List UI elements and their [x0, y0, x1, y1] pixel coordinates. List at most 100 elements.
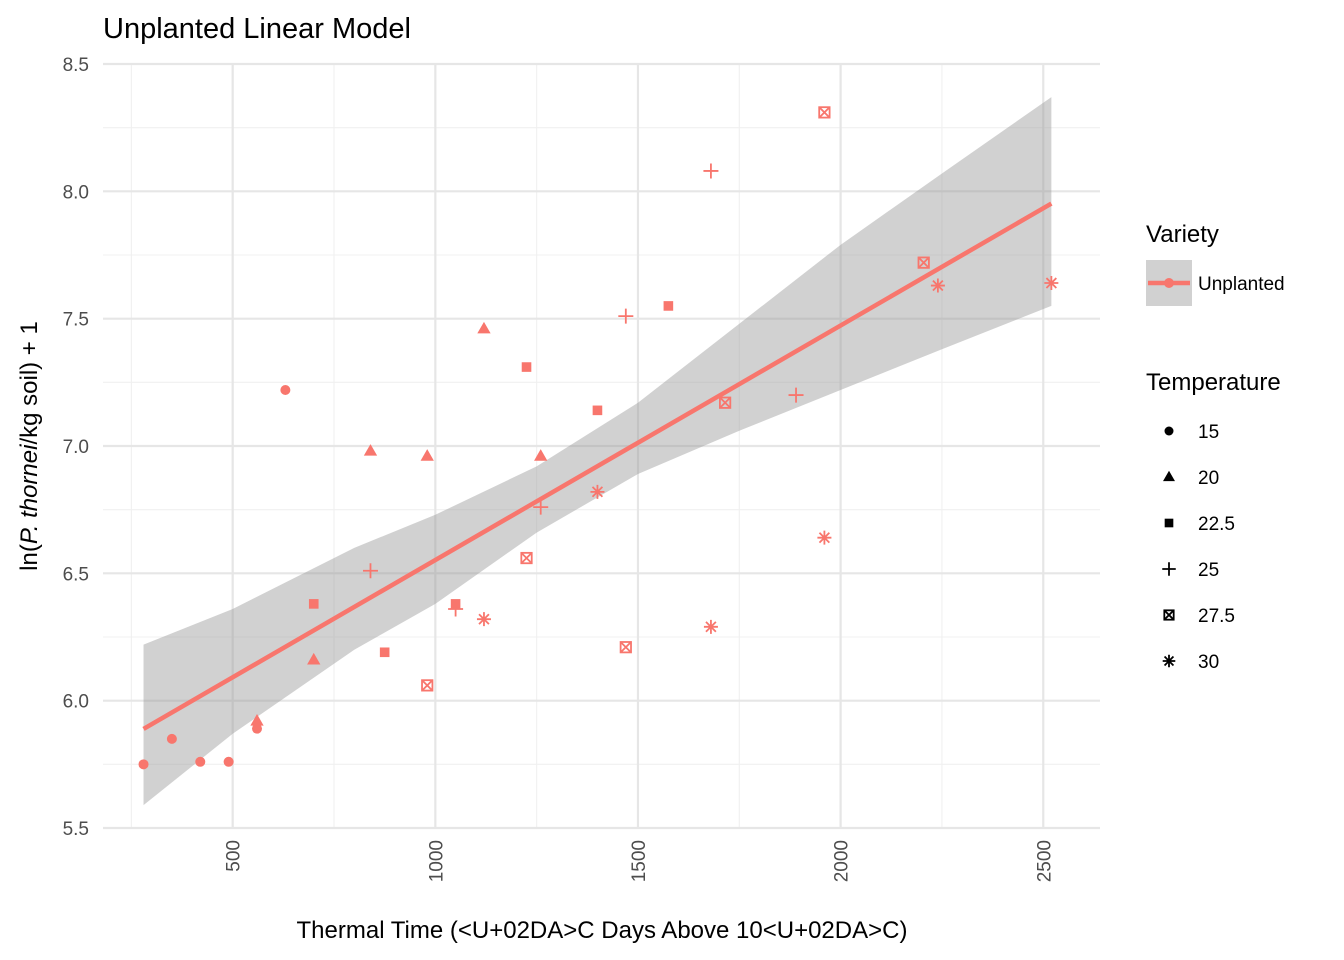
x-axis-tick-labels: 500 1000 1500 2000 2500: [224, 840, 1056, 882]
square-cross-marker: [818, 106, 831, 119]
y-axis-label-prefix: ln(: [16, 544, 43, 571]
data-point-temp-30: [703, 619, 718, 634]
legend-variety-title: Variety: [1146, 221, 1219, 248]
confidence-band: [143, 97, 1052, 806]
y-tick-label: 8.5: [63, 55, 89, 76]
data-point-temp-25: [533, 499, 549, 515]
square-cross-lines: [1163, 609, 1175, 621]
square-marker: [308, 599, 319, 609]
data-point-temp-27-5: [520, 551, 533, 565]
triangle-marker: [307, 652, 321, 665]
plus-marker: [703, 163, 719, 179]
legend-temperature-item: 27.5: [1163, 606, 1235, 627]
square-marker: [379, 647, 390, 658]
square-cross-lines: [917, 256, 930, 269]
legend-temperature-label: 22.5: [1198, 514, 1235, 535]
legend-square-cross-icon: [1163, 609, 1175, 621]
legend-temperature-item: 15: [1164, 422, 1219, 443]
legend-triangle-icon: [1163, 470, 1175, 482]
triangle-marker: [534, 449, 548, 461]
data-point-temp-27-5: [818, 106, 831, 119]
triangle-marker: [420, 449, 434, 461]
circle-marker: [195, 756, 206, 767]
square-cross-marker: [619, 641, 632, 654]
asterisk-marker: [703, 619, 718, 634]
regression-line-layer: [142, 201, 1053, 731]
x-tick-label: 1500: [629, 840, 650, 882]
asterisk-marker: [476, 612, 491, 627]
y-tick-label: 5.5: [63, 819, 89, 840]
regression-line: [142, 201, 1053, 731]
asterisk-marker: [930, 278, 945, 293]
data-point-temp-30: [817, 530, 832, 545]
square-cross-lines: [719, 396, 731, 409]
plus-marker: [788, 387, 804, 403]
asterisk-marker: [817, 530, 832, 545]
data-point-temp-27-5: [719, 396, 732, 409]
square-cross-marker: [421, 679, 434, 692]
circle-marker: [138, 759, 149, 770]
x-axis-label: Thermal Time (<U+02DA>C Days Above 10<U+…: [297, 917, 908, 944]
data-point-temp-25: [362, 563, 378, 579]
circle-marker: [252, 723, 263, 734]
legend-temperature-item: 30: [1162, 652, 1219, 673]
legend-temperature-keys: 15 20 22.5 25 27.5 30: [1162, 422, 1235, 673]
data-point-temp-20: [363, 444, 378, 456]
square-cross-marker: [917, 256, 930, 269]
data-point-temp-25: [448, 601, 464, 617]
y-tick-label: 6.0: [63, 692, 89, 713]
data-point-temp-20: [307, 652, 321, 665]
data-point-temp-15: [166, 733, 177, 744]
circle-marker: [166, 733, 177, 744]
chart-title: Unplanted Linear Model: [103, 13, 411, 45]
triangle-marker: [250, 714, 264, 726]
data-point-temp-27-5: [421, 679, 434, 692]
square-cross-marker: [1163, 609, 1175, 621]
legend-temperature-label: 27.5: [1198, 606, 1235, 627]
square-marker: [592, 405, 603, 416]
square-marker: [1164, 518, 1174, 528]
data-point-temp-25: [703, 163, 719, 179]
y-tick-label: 7.5: [63, 310, 89, 331]
data-point-temp-30: [930, 278, 945, 293]
square-cross-lines: [818, 106, 831, 119]
confidence-band-layer: [143, 97, 1052, 806]
legend-temperature-item: 20: [1163, 468, 1219, 489]
data-points-layer: [138, 106, 1059, 770]
legend-temperature-label: 15: [1198, 422, 1219, 443]
data-point-temp-20: [477, 321, 491, 334]
legend-square-icon: [1164, 518, 1174, 528]
triangle-marker: [477, 321, 491, 334]
plus-marker: [362, 563, 378, 579]
plus-marker: [533, 499, 549, 515]
data-point-temp-20: [534, 449, 548, 461]
y-axis-tick-labels: 5.5 6.0 6.5 7.0 7.5 8.0 8.5: [63, 55, 89, 840]
data-point-temp-22-5: [592, 405, 603, 416]
square-marker: [663, 301, 674, 311]
data-point-temp-15: [252, 723, 263, 734]
legend-circle-icon: [1164, 426, 1174, 436]
data-point-temp-22-5: [663, 301, 674, 311]
square-cross-lines: [421, 679, 434, 692]
data-point-temp-27-5: [917, 256, 930, 269]
square-cross-marker: [520, 551, 533, 565]
legend-temperature-item: 25: [1162, 560, 1219, 581]
legend-variety-item: Unplanted: [1146, 260, 1285, 306]
data-point-temp-30: [1044, 276, 1059, 291]
x-tick-label: 2000: [832, 840, 853, 882]
legend-temperature-label: 20: [1198, 468, 1219, 489]
asterisk-marker: [590, 484, 605, 499]
data-point-temp-25: [788, 387, 804, 403]
major-gridlines: [103, 62, 1100, 830]
data-point-temp-15: [195, 756, 206, 767]
plus-marker: [1162, 562, 1176, 576]
data-point-temp-25: [618, 308, 634, 324]
asterisk-marker: [1044, 276, 1059, 291]
data-point-temp-15: [280, 384, 291, 395]
data-point-temp-30: [590, 484, 605, 499]
y-tick-label: 8.0: [63, 182, 89, 203]
square-cross-lines: [619, 641, 632, 654]
plus-marker: [448, 601, 464, 617]
legend-temperature-label: 30: [1198, 652, 1219, 673]
